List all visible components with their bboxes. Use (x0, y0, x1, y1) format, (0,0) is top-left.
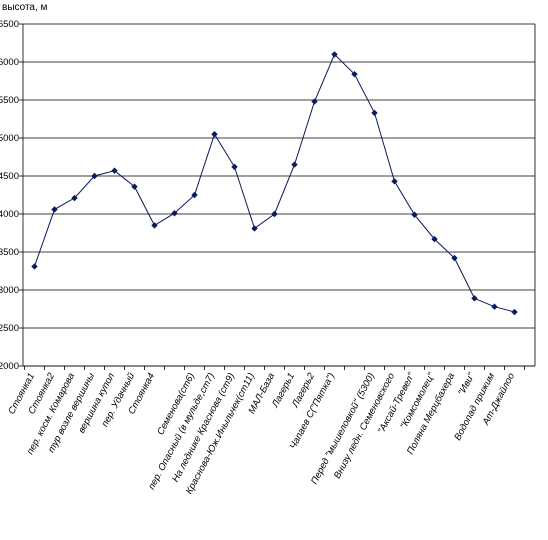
data-point (231, 163, 238, 171)
data-point (291, 161, 298, 168)
data-point (131, 183, 138, 190)
y-tick-label: 2000 (0, 361, 19, 372)
y-tick-label: 5500 (0, 95, 19, 106)
data-point (191, 191, 198, 199)
y-tick-labels: 2000 2500 3000 3500 4000 4500 5000 5500 6000 6500 (0, 19, 19, 372)
data-point (331, 51, 338, 58)
data-point (491, 303, 498, 310)
data-point (111, 167, 118, 174)
x-tick-label: "Иви" (456, 371, 477, 398)
data-point (171, 210, 178, 217)
data-point (31, 263, 38, 270)
series-layer (31, 51, 518, 316)
data-point (51, 206, 58, 213)
data-point (251, 225, 258, 232)
data-point (471, 295, 478, 302)
y-tick-label: 6500 (0, 19, 19, 30)
data-point (371, 109, 378, 117)
series-line (34, 53, 515, 313)
y-tick-label: 3000 (0, 285, 19, 296)
y-tick-label: 4500 (0, 171, 19, 182)
y-axis-title: высота, м (2, 2, 48, 13)
y-tick-label: 2500 (0, 323, 19, 334)
y-tick-label: 3500 (0, 247, 19, 258)
y-tick-label: 6000 (0, 57, 19, 68)
data-point (511, 308, 518, 316)
data-point (151, 222, 158, 229)
data-point (71, 194, 78, 202)
data-point (211, 131, 218, 138)
grid-layer (23, 23, 535, 367)
y-tick-label: 5000 (0, 133, 19, 144)
data-point (91, 172, 98, 180)
data-point (311, 98, 318, 105)
data-point (451, 254, 458, 262)
data-point (411, 211, 418, 218)
y-tick-label: 4000 (0, 209, 19, 220)
data-point (271, 210, 278, 218)
data-point (391, 178, 398, 185)
axes-layer (19, 23, 536, 370)
data-point (351, 70, 358, 78)
data-point (431, 235, 438, 243)
